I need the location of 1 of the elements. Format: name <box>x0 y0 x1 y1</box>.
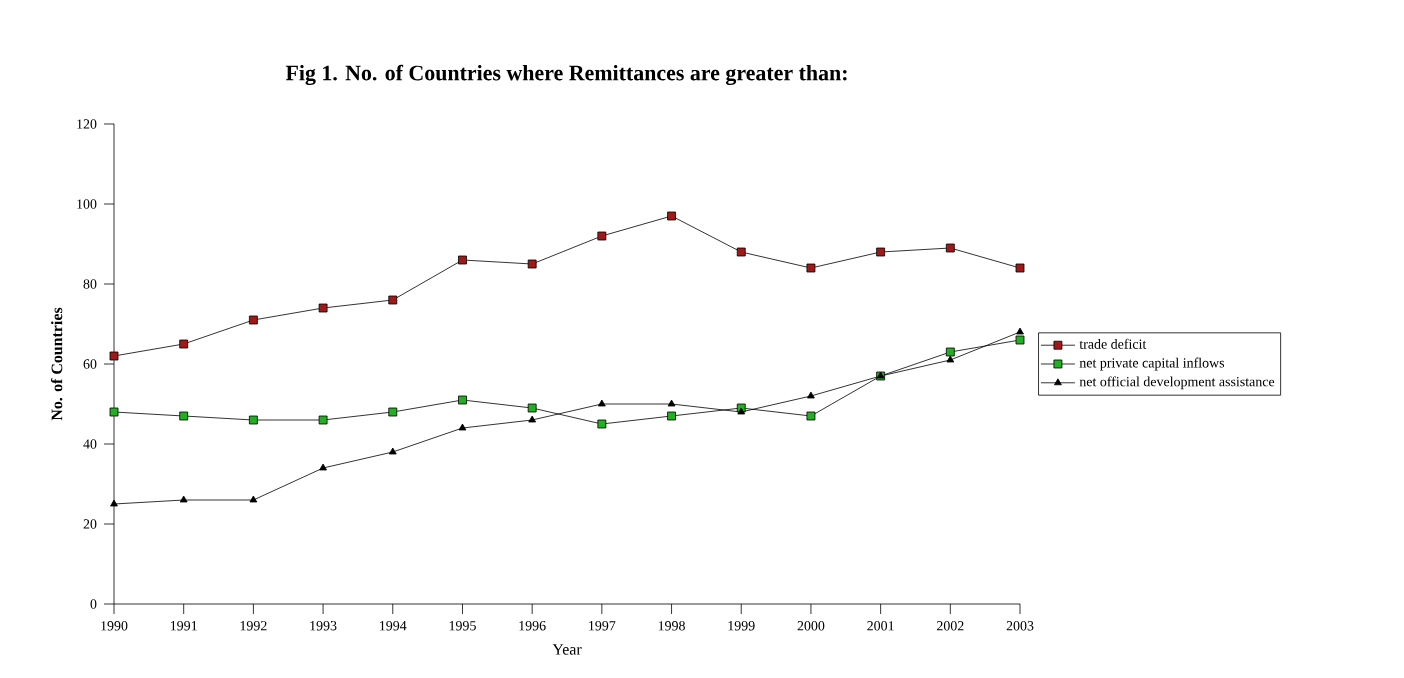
chart-title: Fig 1. No. of Countries where Remittances are greater than: <box>285 64 847 86</box>
